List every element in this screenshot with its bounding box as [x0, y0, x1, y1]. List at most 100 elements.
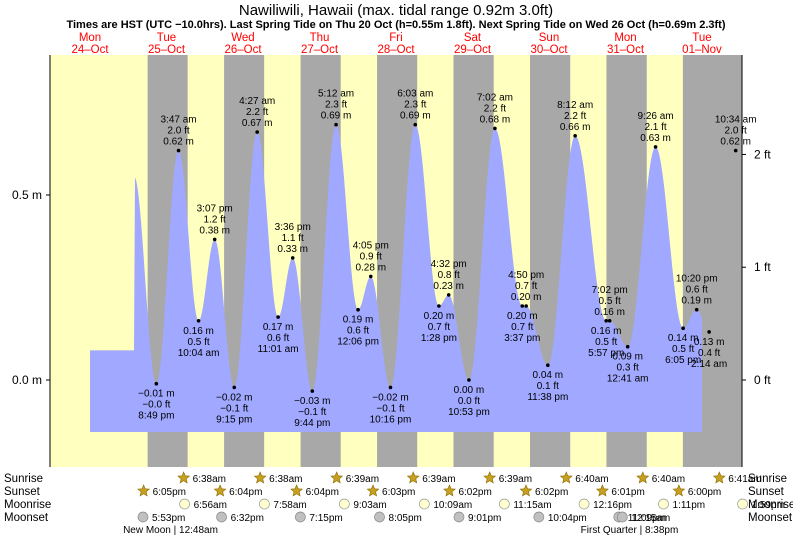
row-label-right-moonset: Moonset [748, 512, 793, 524]
moon-icon [374, 511, 385, 523]
tide-time-label: 3:37 pm [504, 333, 540, 344]
tide-extreme-point [334, 122, 338, 127]
day-date-label: 27–Oct [301, 44, 339, 56]
sunset-entry: 6:04pm [213, 484, 262, 498]
row-label-right-sunset: Sunset [748, 486, 785, 498]
sunset-time: 6:05pm [153, 487, 186, 498]
tide-height-ft-label: 1.1 ft [282, 233, 304, 244]
tide-extreme-point [255, 130, 259, 134]
tide-height-ft-label: 0.4 ft [698, 348, 720, 359]
moon-icon [533, 511, 545, 523]
tide-extreme-point [467, 378, 471, 382]
right-axis-tick-label: 0 ft [754, 373, 771, 387]
tide-height-m-label: 0.09 m [612, 352, 643, 363]
day-weekday-label: Mon [79, 32, 101, 44]
tide-height-m-label: 0.69 m [400, 111, 431, 122]
header: Nawiliwili, Hawaii (max. tidal range 0.9… [66, 2, 725, 56]
tide-height-m-label: 0.69 m [321, 111, 352, 122]
tide-extreme-high: 8:12 am2.2 ft0.66 m [557, 100, 593, 138]
tide-height-m-label: −0.02 m [372, 392, 408, 403]
extreme-labels: −0.01 m−0.0 ft8:49 pm3:47 am2.0 ft0.62 m… [138, 89, 756, 429]
sunrise-time: 6:39am [499, 474, 532, 485]
tide-height-ft-label: −0.0 ft [142, 400, 170, 411]
tide-extreme-point [607, 319, 612, 323]
tide-extreme-low: −0.01 m−0.0 ft8:49 pm [138, 381, 175, 422]
tide-extreme-point [625, 344, 630, 349]
tide-height-ft-label: 2.0 ft [725, 126, 747, 137]
tide-height-m-label: 0.20 m [507, 311, 538, 322]
moonrise-entry: 6:56am [179, 498, 227, 511]
tide-extreme-high: 6:03 am2.3 ft0.69 m [397, 89, 433, 127]
tide-height-m-label: 0.00 m [454, 385, 485, 396]
moon-phase-label: New Moon | 12:48am [123, 525, 218, 536]
tide-extreme-point [290, 256, 295, 260]
tide-extreme-point [276, 315, 280, 319]
tide-water-area [90, 124, 702, 432]
moonset-time: 8:05pm [389, 513, 422, 524]
tide-extreme-point [446, 293, 451, 297]
sun-icon [137, 484, 151, 497]
tide-height-m-label: −0.03 m [294, 396, 330, 407]
day-date-label: 25–Oct [148, 44, 186, 56]
sun-icon [253, 471, 267, 484]
tide-height-ft-label: 0.6 ft [347, 326, 369, 337]
tide-time-label: 7:02 am [477, 92, 513, 103]
moonset-time: 10:04pm [548, 513, 587, 524]
sunset-time: 6:04pm [229, 487, 262, 498]
day-date-label: 28–Oct [377, 44, 415, 56]
tide-extreme-point [176, 148, 181, 153]
tide-height-m-label: 0.23 m [433, 281, 464, 292]
sunrise-entry: 6:41am [712, 471, 762, 485]
row-label-left-sunset: Sunset [4, 486, 41, 498]
tide-height-ft-label: 0.6 ft [267, 333, 289, 344]
tide-time-label: 2:14 am [691, 359, 727, 370]
tide-height-m-label: 0.62 m [720, 137, 751, 148]
row-label-left-sunrise: Sunrise [4, 473, 43, 485]
tide-extreme-point [413, 122, 418, 127]
sunrise-time: 6:39am [346, 474, 379, 485]
moonrise-time: 12:16pm [593, 500, 632, 511]
moonrise-time: 1:11pm [673, 500, 706, 511]
moon-phase-label: First Quarter | 8:38pm [581, 525, 679, 536]
sunset-time: 6:01pm [611, 487, 644, 498]
tide-height-ft-label: 0.5 ft [672, 344, 694, 355]
sun-icon [443, 484, 456, 497]
moon-icon [453, 511, 465, 523]
tide-height-ft-label: −0.1 ft [376, 403, 404, 414]
tide-height-m-label: 0.19 m [343, 315, 374, 326]
tide-extreme-high: 10:34 am2.0 ft0.62 m [715, 115, 757, 153]
moon-icon [259, 498, 270, 510]
sun-icon [406, 471, 420, 484]
tide-extreme-high: 4:27 am2.2 ft0.67 m [239, 96, 275, 134]
day-date-label: 24–Oct [71, 44, 109, 56]
tide-time-label: 3:36 pm [275, 222, 311, 233]
day-weekday-label: Wed [231, 32, 254, 44]
moon-icon [419, 498, 430, 510]
moonset-time: 9:01pm [468, 513, 501, 524]
chart-title: Nawiliwili, Hawaii (max. tidal range 0.9… [239, 2, 553, 19]
moon-icon [137, 511, 149, 523]
tide-height-ft-label: 0.8 ft [438, 270, 460, 281]
sunrise-entry: 6:39am [483, 471, 532, 485]
moonrise-time: 10:09am [433, 500, 472, 511]
day-weekday-label: Tue [692, 32, 711, 44]
tide-extreme-point [707, 330, 711, 334]
tide-time-label: 5:57 pm [588, 348, 624, 359]
moonset-entry: 5:53pm [137, 511, 185, 524]
tide-height-ft-label: 2.0 ft [167, 126, 189, 137]
tide-time-label: 9:44 pm [294, 418, 330, 429]
sunrise-time: 6:39am [422, 474, 455, 485]
chart-subtitle: Times are HST (UTC −10.0hrs). Last Sprin… [66, 19, 725, 31]
sunset-entry: 6:00pm [672, 484, 721, 498]
sunrise-entry: 6:39am [330, 471, 379, 485]
sun-icon [636, 471, 650, 484]
tide-extreme-high: 4:05 pm0.9 ft0.28 m [353, 240, 389, 279]
tide-time-label: 9:26 am [637, 111, 673, 122]
tide-extreme-high: 9:26 am2.1 ft0.63 m [637, 111, 674, 149]
tide-time-label: 3:07 pm [197, 203, 233, 214]
tide-extreme-point [694, 307, 699, 312]
